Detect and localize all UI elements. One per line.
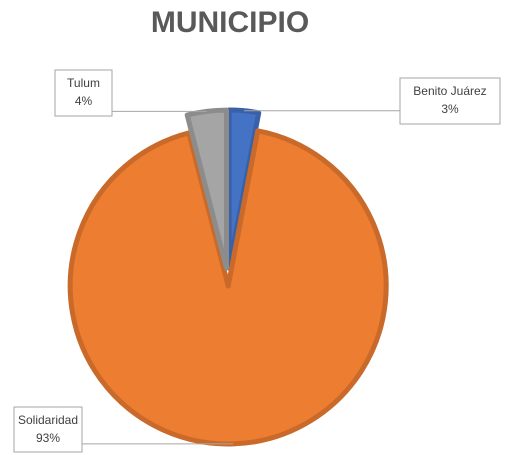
category-label: Benito Juárez	[413, 84, 486, 98]
pie-slice	[184, 107, 229, 271]
category-label: Solidaridad	[18, 413, 78, 427]
label-box	[54, 69, 113, 117]
value-label: 4%	[75, 94, 93, 108]
value-label: 93%	[36, 431, 60, 445]
chart-title: MUNICIPIO	[151, 6, 309, 39]
category-label: Tulum	[67, 76, 100, 90]
label-box	[13, 406, 83, 453]
label-box	[399, 77, 501, 125]
value-label: 3%	[441, 102, 459, 116]
